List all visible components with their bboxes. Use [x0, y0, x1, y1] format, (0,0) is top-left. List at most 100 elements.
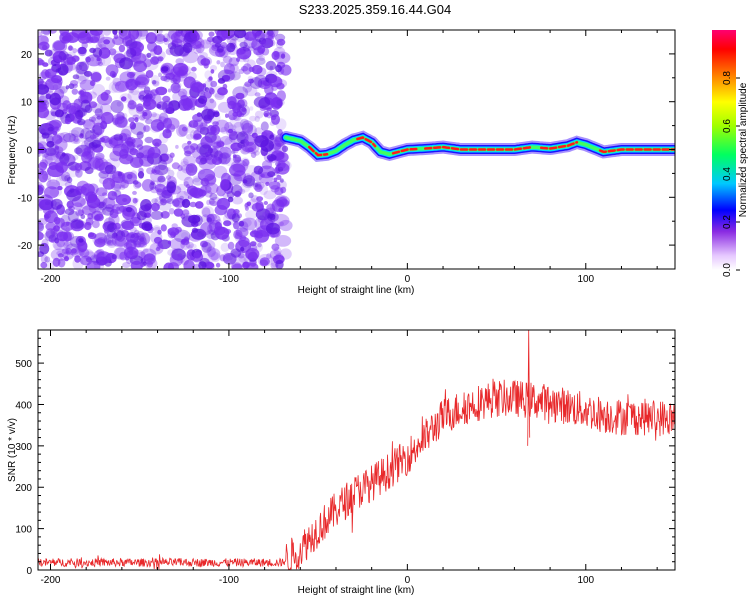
noise-dot [185, 163, 198, 176]
noise-dot [249, 115, 257, 122]
noise-dot [232, 111, 239, 117]
noise-dot [107, 190, 118, 201]
noise-dot [200, 157, 207, 165]
noise-dot [54, 150, 62, 158]
noise-dot [54, 138, 68, 152]
noise-dot [82, 146, 95, 160]
noise-dot [56, 239, 65, 248]
noise-dot [102, 177, 116, 190]
noise-dot [264, 39, 276, 47]
noise-dot [258, 37, 267, 45]
noise-dot [74, 255, 81, 263]
ridge-core [307, 145, 329, 157]
noise-dot [243, 256, 249, 262]
noise-dot [233, 209, 240, 215]
noise-dot [255, 200, 264, 211]
noise-dot [75, 69, 90, 82]
noise-dot [185, 184, 191, 189]
noise-dot [47, 74, 59, 84]
noise-dot [70, 248, 77, 254]
noise-dot [225, 113, 229, 118]
noise-dot [118, 82, 125, 91]
noise-dot [182, 209, 190, 217]
noise-dot [201, 207, 211, 218]
noise-dot [159, 191, 173, 204]
noise-dot [66, 62, 76, 71]
noise-dot [96, 251, 112, 265]
ridge-core [598, 148, 675, 154]
noise-dot [41, 169, 50, 176]
noise-dot [189, 201, 197, 208]
y-tick-label: -20 [18, 241, 33, 252]
noise-dot [188, 123, 192, 128]
noise-dot [209, 200, 218, 207]
noise-dot [145, 118, 153, 125]
noise-dot [237, 141, 246, 149]
noise-dot [137, 32, 143, 38]
noise-dot [167, 240, 172, 245]
noise-dot [140, 199, 152, 212]
noise-dot [182, 88, 192, 96]
noise-dot [67, 46, 74, 51]
noise-dot [276, 98, 285, 107]
noise-dot [276, 82, 285, 90]
noise-dot [217, 101, 232, 113]
noise-dot [78, 238, 84, 243]
noise-dot [78, 48, 87, 57]
x-tick-label: 0 [405, 575, 411, 586]
noise-dot [112, 77, 122, 87]
noise-dot [158, 132, 169, 144]
noise-dot [57, 78, 63, 85]
noise-dot [252, 30, 266, 40]
noise-dot [64, 175, 71, 182]
noise-dot [241, 107, 247, 112]
noise-dot [231, 251, 241, 258]
noise-dot [252, 183, 259, 187]
noise-dot [211, 144, 217, 150]
noise-dot [65, 34, 74, 42]
noise-dot [210, 134, 221, 145]
noise-dot [171, 162, 180, 170]
noise-dot [214, 221, 223, 231]
noise-dot [245, 86, 258, 97]
noise-dot [188, 232, 202, 242]
noise-dot [44, 256, 51, 263]
noise-dot [158, 159, 168, 171]
noise-dot [88, 232, 95, 238]
noise-dot [59, 132, 71, 143]
noise-dot [234, 157, 242, 162]
noise-dot [100, 120, 108, 130]
noise-dot [232, 103, 240, 112]
noise-dot [158, 116, 167, 123]
colorbar-gradient [712, 30, 736, 270]
noise-dot [151, 56, 163, 64]
noise-dot [187, 164, 198, 173]
noise-dot [204, 87, 210, 92]
noise-dot [138, 241, 148, 248]
noise-dot [109, 150, 122, 162]
noise-dot [181, 212, 193, 222]
noise-dot [259, 184, 268, 196]
noise-dot [68, 133, 80, 144]
noise-dot [242, 148, 248, 153]
noise-dot [165, 48, 174, 56]
noise-dot [250, 195, 259, 203]
noise-dot [193, 119, 203, 131]
noise-dot [96, 57, 101, 62]
noise-dot [167, 42, 177, 50]
ridge-core [423, 145, 534, 151]
noise-dot [218, 152, 231, 165]
noise-dot [167, 249, 176, 256]
noise-dot [168, 208, 175, 215]
noise-dot [228, 131, 246, 144]
noise-dot [66, 167, 80, 178]
noise-dot [190, 80, 203, 93]
noise-dot [208, 248, 221, 261]
noise-dot [266, 253, 272, 260]
noise-dot [44, 49, 53, 57]
noise-dot [103, 217, 116, 231]
noise-dot [113, 222, 121, 230]
noise-dot [278, 221, 284, 226]
noise-dot [246, 201, 252, 207]
noise-dot [226, 128, 237, 137]
